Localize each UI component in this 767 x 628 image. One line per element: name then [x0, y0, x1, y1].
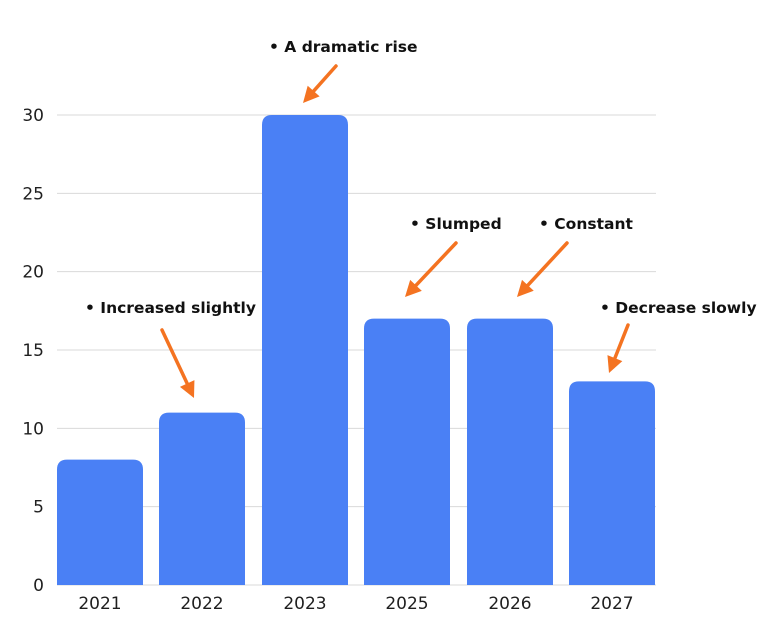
y-tick-label: 5: [33, 498, 44, 518]
arrow-shaft: [524, 241, 569, 289]
arrow-head-icon: [179, 380, 195, 398]
y-tick-label: 15: [22, 341, 44, 361]
arrow-shaft: [412, 241, 458, 289]
bar-2025: [364, 318, 450, 585]
annotation-label: • Slumped: [410, 215, 502, 233]
x-tick-label: 2021: [78, 594, 121, 614]
y-axis-tick-labels: 0 5 10 15 20 25 30: [22, 106, 44, 596]
annotation-label: • Increased slightly: [85, 299, 256, 317]
y-tick-label: 10: [22, 419, 44, 439]
annotation-label: • A dramatic rise: [269, 38, 418, 56]
x-tick-label: 2023: [283, 594, 326, 614]
annotation-label: • Constant: [539, 215, 633, 233]
y-tick-label: 0: [33, 576, 44, 596]
y-tick-label: 20: [22, 263, 44, 283]
arrow-shaft: [160, 328, 190, 388]
y-tick-label: 25: [22, 184, 44, 204]
x-tick-label: 2026: [488, 594, 531, 614]
bar-2026: [467, 318, 553, 585]
bar-2023: [262, 115, 348, 585]
annotation-2027: • Decrease slowly: [600, 299, 757, 373]
x-tick-label: 2022: [180, 594, 223, 614]
annotation-2025: • Slumped: [405, 215, 502, 297]
x-tick-label: 2027: [590, 594, 633, 614]
x-axis-tick-labels: 2021 2022 2023 2025 2026 2027: [78, 594, 633, 614]
grid-lines: [57, 114, 656, 586]
bar-2022: [159, 412, 245, 585]
arrow-shaft: [612, 323, 630, 362]
arrow-shaft: [310, 64, 338, 95]
arrow-head-icon: [517, 279, 534, 297]
annotation-2023: • A dramatic rise: [269, 38, 418, 103]
y-tick-label: 30: [22, 106, 44, 126]
arrow-head-icon: [607, 355, 623, 373]
annotation-label: • Decrease slowly: [600, 299, 757, 317]
x-tick-label: 2025: [385, 594, 428, 614]
bar-2021: [57, 459, 143, 585]
bar-2027: [569, 381, 655, 585]
arrow-head-icon: [303, 85, 320, 103]
arrow-head-icon: [405, 279, 422, 297]
annotation-2022: • Increased slightly: [85, 299, 256, 398]
annotation-2026: • Constant: [517, 215, 633, 297]
bars: [57, 115, 655, 585]
annotations: • Increased slightly • A dramatic rise • S…: [85, 38, 757, 398]
